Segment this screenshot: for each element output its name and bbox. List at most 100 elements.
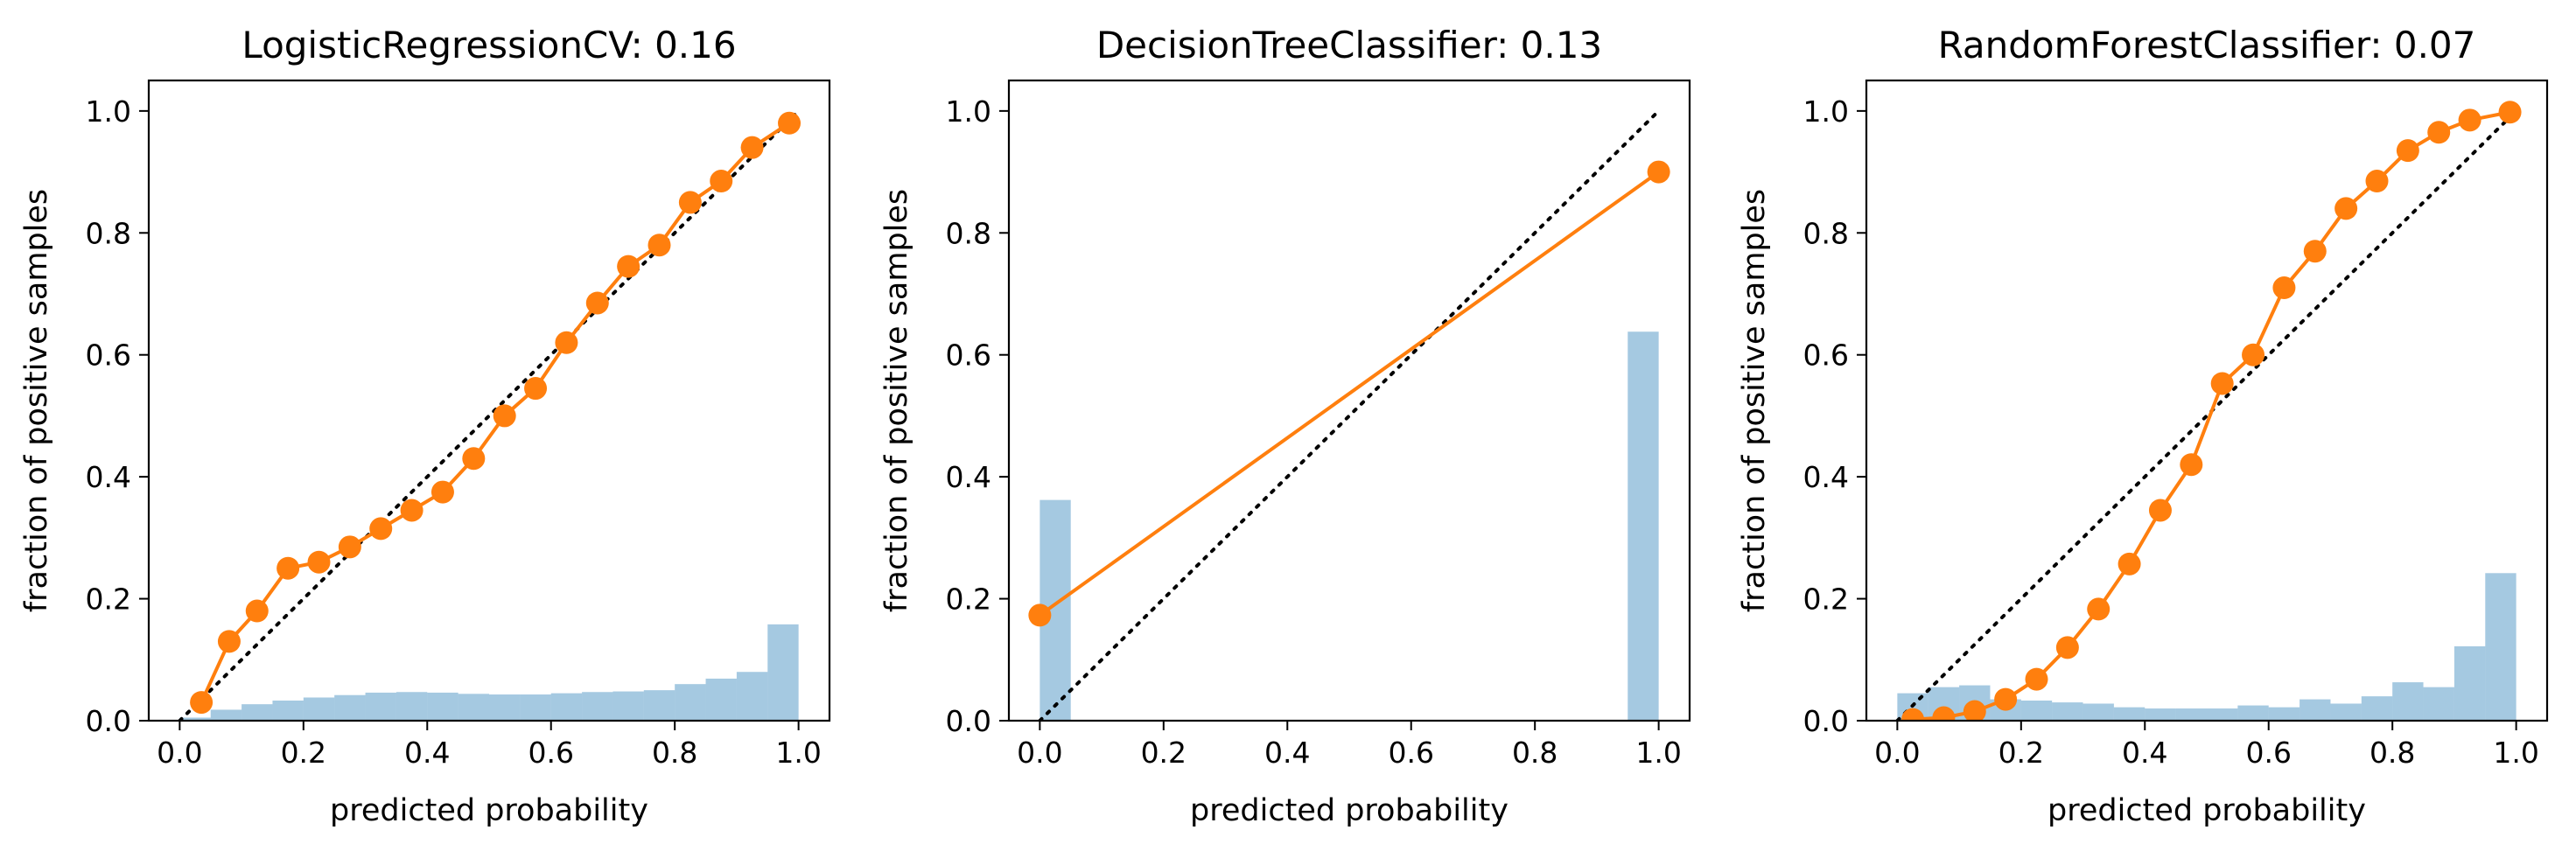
x-tick-label: 0.6 [1388,736,1433,770]
histogram-bar [2392,682,2424,721]
x-tick-label: 0.8 [652,736,697,770]
y-tick-label: 0.4 [86,460,131,494]
y-tick-label: 0.8 [946,216,991,250]
calibration-point [2118,552,2141,575]
histogram-bar [2207,708,2238,721]
histogram-bar [2300,699,2331,721]
x-tick-label: 0.2 [281,736,326,770]
reference-diagonal-line [1038,108,1661,721]
y-tick-label: 0.6 [1803,338,1849,373]
histogram-bar [2113,707,2146,721]
chart-title: RandomForestClassifier: 0.07 [1938,24,2476,66]
calibration-point [2458,108,2482,132]
x-tick-label: 0.6 [2245,736,2291,770]
y-tick-label: 0.4 [946,460,991,494]
plot-area [1895,101,2522,721]
calibration-point [1901,708,1925,721]
calibration-point [338,535,361,559]
histogram-bar [210,709,242,721]
calibration-point [493,404,516,428]
x-tick-label: 0.0 [157,736,202,770]
histogram-bar [550,693,583,721]
y-tick-label: 0.2 [946,582,991,617]
histogram-bar [705,678,737,721]
chart-panel-1: 0.0 0.2 0.4 0.6 0.8 1.0 0.0 0.2 0.4 0.6 0.8 1.0 Logi… [19,24,831,828]
calibration-point [2427,121,2451,144]
calibration-point [2180,453,2203,477]
y-tick-label: 1.0 [86,94,131,129]
histogram-bar [2454,645,2486,721]
histogram-bar [2361,696,2393,721]
histogram-bar [643,690,676,721]
calibration-point [462,447,486,471]
y-axis-label: fraction of positive samples [1737,189,1772,612]
histogram-bar [520,694,551,721]
y-tick-label: 1.0 [1803,94,1849,129]
calibration-point [2210,372,2234,395]
y-tick-label: 0.6 [86,338,131,373]
histogram-bar [303,697,335,721]
histogram-bar [334,694,366,721]
chart-panel-2: 0.0 0.2 0.4 0.6 0.8 1.0 0.0 0.2 0.4 0.6 0.8 1.0 Deci… [879,24,1691,828]
calibration-point [2272,276,2296,300]
plot-area [178,108,802,721]
calibration-point [2148,499,2172,522]
x-tick-label: 0.8 [1512,736,1558,770]
x-tick-label: 0.4 [2122,736,2167,770]
histogram-bar [242,704,273,721]
y-tick-label: 0.0 [86,704,131,738]
histogram-bar [396,692,428,721]
chart-panels: 0.0 0.2 0.4 0.6 0.8 1.0 0.0 0.2 0.4 0.6 0.8 1.0 Logi… [19,24,2549,828]
calibration-point [2242,343,2265,366]
y-tick-label: 0.0 [1803,704,1849,738]
axes-frame [1865,79,2549,722]
axes-frame [147,79,831,722]
x-tick-label: 0.0 [1874,736,1920,770]
calibration-point [1994,687,2018,711]
calibration-point [678,191,702,214]
calibration-point [555,331,578,354]
calibration-point [400,499,424,522]
calibration-point [1932,706,1956,721]
calibration-point [710,170,733,193]
x-tick-label: 1.0 [1635,736,1681,770]
histogram-bar [2423,687,2454,721]
y-tick-label: 0.0 [946,704,991,738]
x-tick-label: 0.2 [1141,736,1186,770]
histogram-bar [272,700,304,721]
histogram-bar [458,694,489,721]
calibration-point [276,556,300,580]
chart-title: LogisticRegressionCV: 0.16 [242,24,736,66]
axes-frame [1007,79,1691,722]
histogram-bar [612,691,644,721]
histogram-bar [582,692,613,721]
y-tick-label: 0.2 [1803,582,1849,617]
y-tick-label: 0.8 [86,216,131,250]
calibration-point [2396,139,2419,163]
calibration-point [585,291,609,315]
calibration-point [1647,160,1670,184]
y-tick-label: 0.4 [1803,460,1849,494]
calibration-point [2365,170,2389,193]
calibration-point [430,480,454,504]
histogram-bar [675,684,706,721]
x-axis-label: predicted probability [2048,793,2366,828]
calibration-point [740,136,764,159]
y-axis-label: fraction of positive samples [879,189,914,612]
histogram-bar [2330,703,2362,721]
x-tick-label: 1.0 [2493,736,2538,770]
y-tick-label: 0.8 [1803,216,1849,250]
calibration-point [1028,603,1052,627]
chart-title: DecisionTreeClassifier: 0.13 [1096,24,1602,66]
y-axis-label: fraction of positive samples [19,189,54,612]
histogram-bar [489,694,521,721]
histogram-bar [2020,700,2053,721]
chart-panel-3: 0.0 0.2 0.4 0.6 0.8 1.0 0.0 0.2 0.4 0.6 0.8 1.0 Rand… [1737,24,2549,828]
calibration-curve-line [1039,170,1660,617]
x-tick-label: 0.4 [404,736,450,770]
histogram-bar [365,692,396,721]
calibration-point [617,255,640,278]
histogram-bar [2082,703,2114,721]
histogram-bar [1628,331,1659,721]
